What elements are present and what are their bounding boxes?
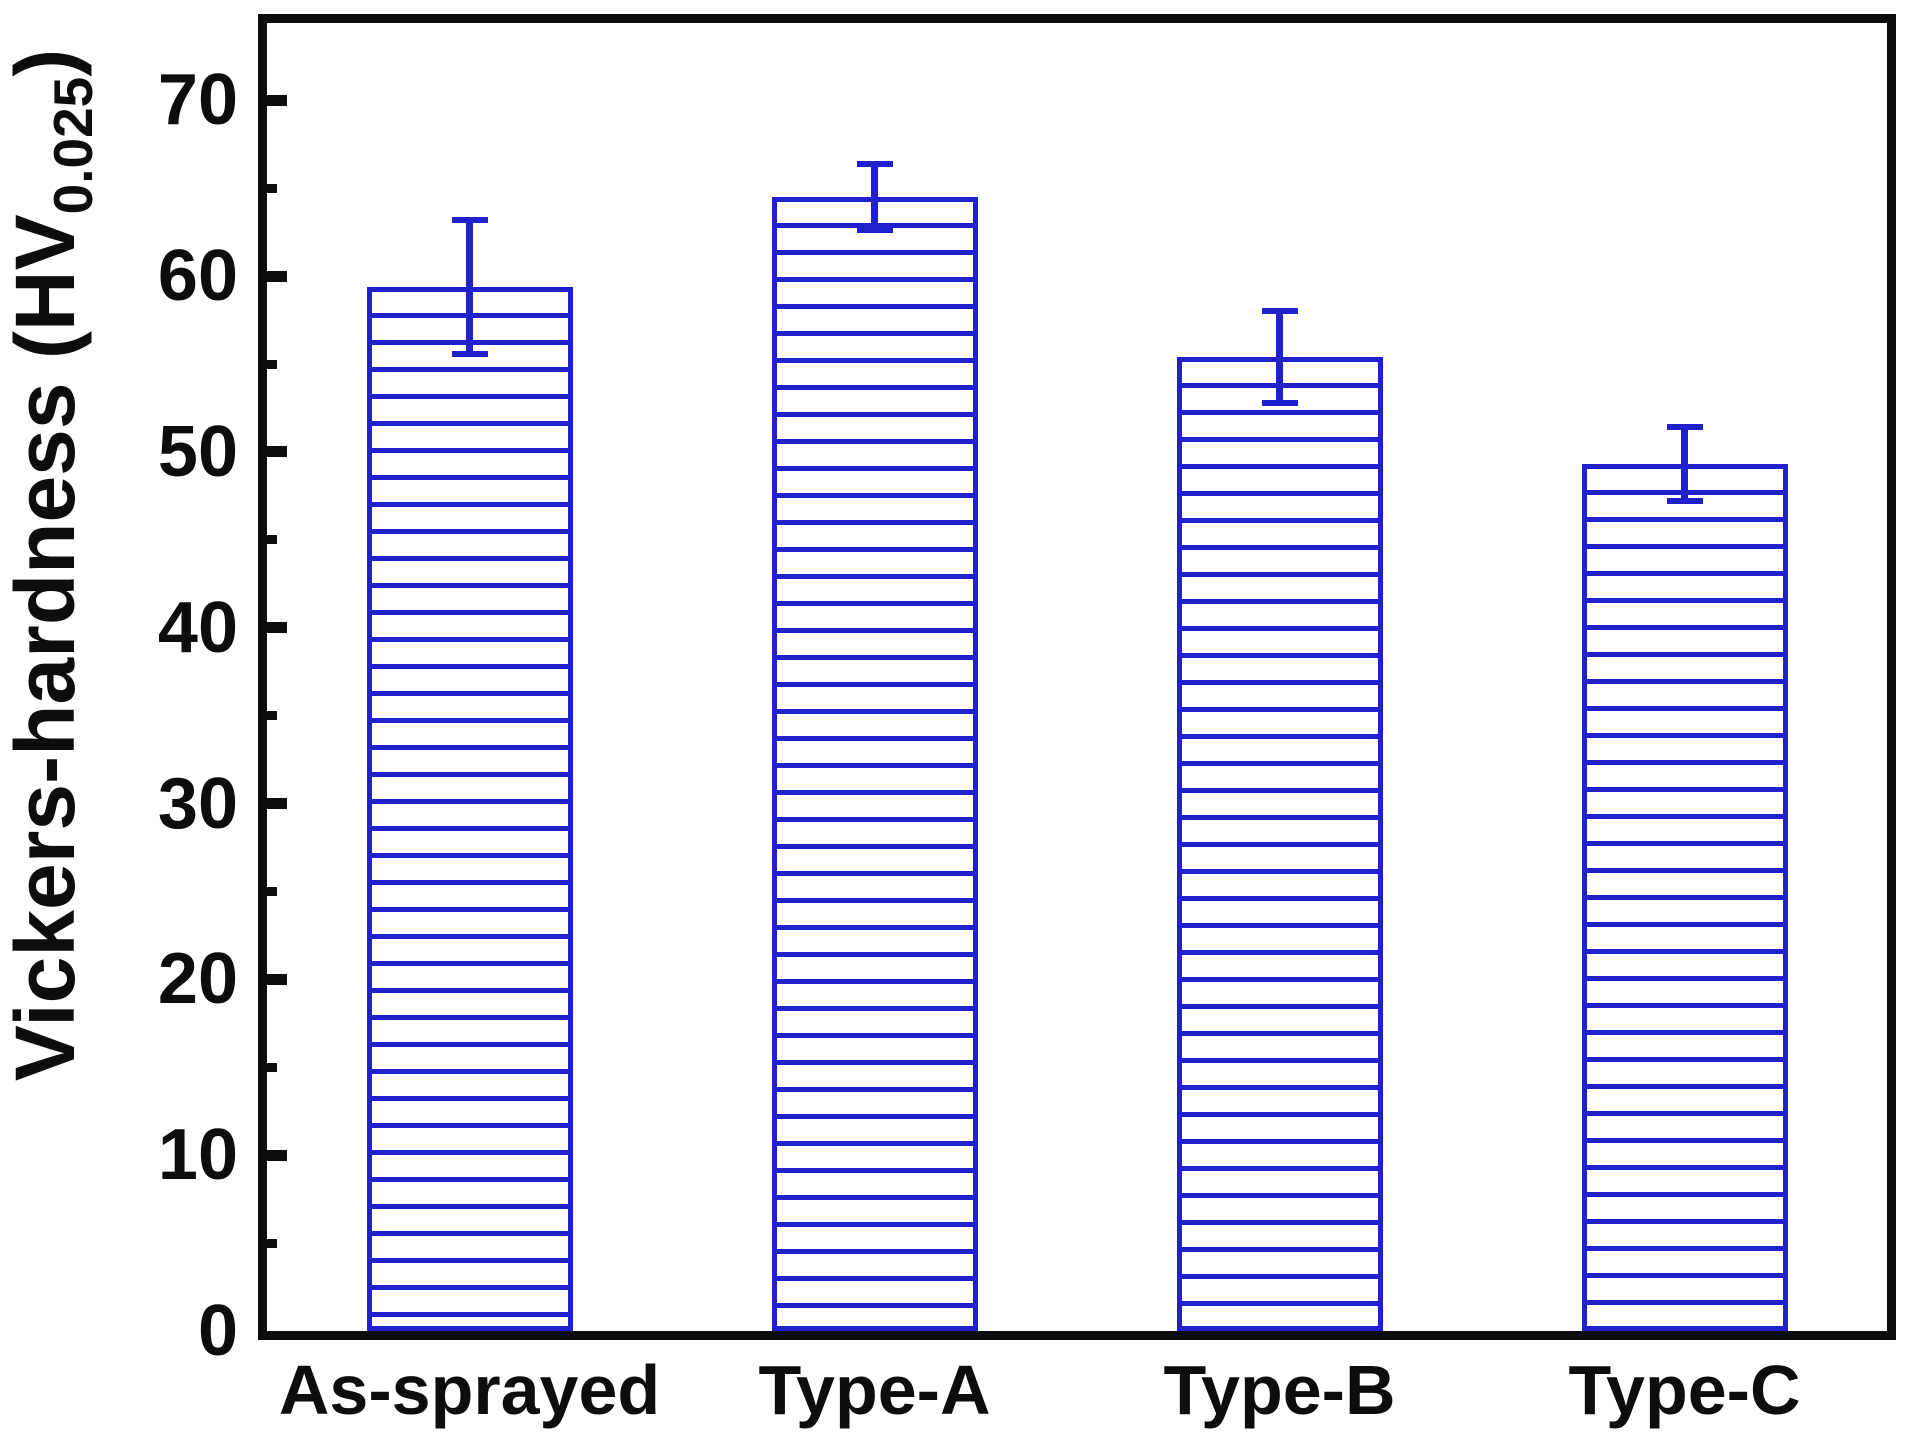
- y-tick-label: 20: [157, 939, 238, 1020]
- y-major-tick: [267, 973, 287, 985]
- error-bar-line: [1276, 311, 1283, 403]
- bar-type-c: [1581, 464, 1788, 1331]
- error-bar-cap: [451, 216, 488, 223]
- y-minor-tick: [267, 711, 277, 721]
- bar-type-b: [1176, 357, 1383, 1331]
- y-minor-tick: [267, 359, 277, 369]
- y-tick-label: 40: [157, 587, 238, 668]
- x-tick-label-type-a: Type-A: [758, 1351, 991, 1429]
- y-axis-title: Vickers-hardness (HV0.025): [0, 48, 104, 1082]
- x-tick-label-as-sprayed: As-sprayed: [278, 1351, 661, 1429]
- y-major-tick: [267, 446, 287, 458]
- y-major-tick: [267, 1149, 287, 1161]
- x-tick-label-type-c: Type-C: [1568, 1351, 1801, 1429]
- error-bar-cap: [1261, 308, 1298, 315]
- y-tick-label: 30: [157, 763, 238, 844]
- error-bar-cap: [451, 350, 488, 357]
- error-bar-line: [1681, 427, 1688, 502]
- error-bar-line: [466, 219, 473, 354]
- error-bar-cap: [856, 160, 893, 167]
- y-major-tick: [267, 94, 287, 106]
- plot-area: [258, 14, 1896, 1340]
- y-axis-title-subscript: 0.025: [42, 76, 104, 215]
- y-minor-tick: [267, 535, 277, 545]
- error-bar-line: [871, 163, 878, 231]
- error-bar-cap: [1666, 424, 1703, 431]
- y-minor-tick: [267, 183, 277, 193]
- y-tick-label: 0: [197, 1291, 238, 1371]
- y-minor-tick: [267, 1062, 277, 1072]
- x-tick-label-type-b: Type-B: [1163, 1351, 1396, 1429]
- y-tick-label: 60: [157, 236, 238, 317]
- y-minor-tick: [267, 1238, 277, 1248]
- y-tick-label: 10: [157, 1115, 238, 1196]
- y-major-tick: [267, 270, 287, 282]
- error-bar-cap: [1261, 399, 1298, 406]
- error-bar-cap: [1666, 498, 1703, 505]
- y-major-tick: [267, 798, 287, 810]
- y-tick-label: 70: [157, 60, 238, 141]
- error-bar-cap: [856, 227, 893, 234]
- y-axis-title-close: ): [0, 48, 92, 77]
- y-tick-label: 50: [157, 411, 238, 492]
- bar-type-a: [771, 197, 978, 1331]
- y-minor-tick: [267, 886, 277, 896]
- y-axis-title-main: Vickers-hardness (HV: [0, 214, 92, 1082]
- y-major-tick: [267, 622, 287, 634]
- bar-as-sprayed: [366, 286, 573, 1331]
